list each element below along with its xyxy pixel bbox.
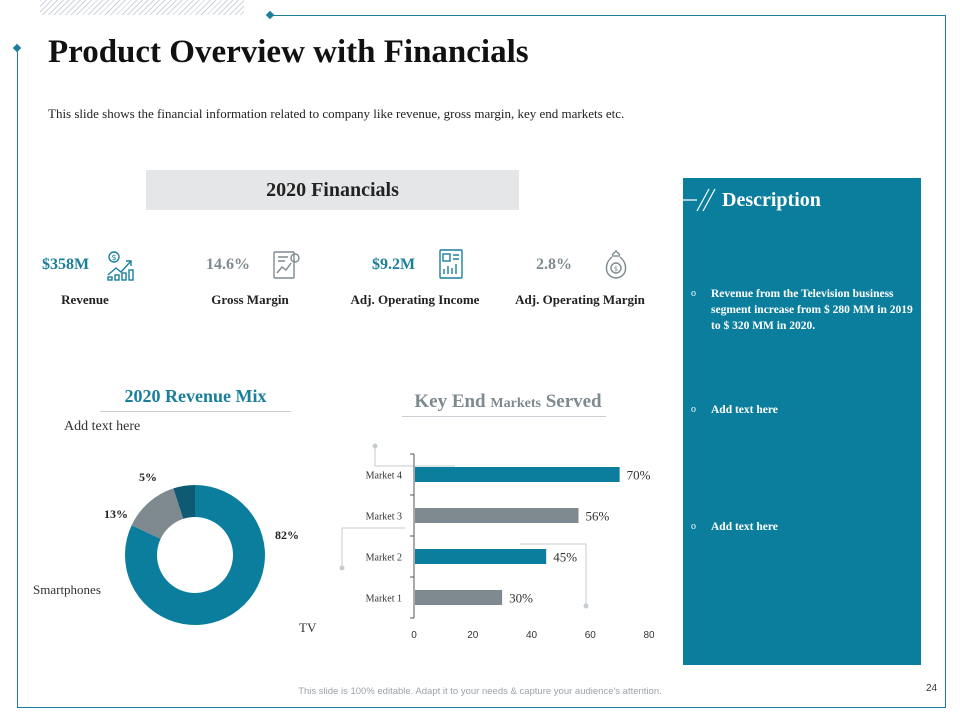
kpi-operating-margin-value: 2.8%: [536, 256, 572, 273]
kpi-gross-margin-value: 14.6%: [206, 256, 250, 273]
frame-diamond-left: [12, 43, 22, 53]
connector-dot-2: [339, 565, 345, 571]
svg-text:$: $: [614, 265, 618, 273]
bar-market-3: [415, 508, 579, 523]
bar-data-label: 56%: [586, 509, 610, 524]
kpi-operating-income-label: Adj. Operating Income: [350, 292, 480, 307]
frame-line-left: [17, 48, 18, 708]
key-markets-title-part1: Key End: [414, 391, 486, 412]
frame-line-right: [945, 15, 946, 707]
revenue-mix-underline: [100, 411, 291, 412]
bar-category-label: Market 4: [366, 471, 402, 482]
kpi-operating-income-value: $9.2M: [372, 256, 416, 273]
donut-label-other: 5%: [139, 470, 157, 484]
bar-market-4: [415, 467, 620, 482]
page-number: 24: [926, 683, 938, 694]
kpi-operating-margin-label: Adj. Operating Margin: [515, 292, 645, 307]
category-label-tv: TV: [299, 620, 317, 635]
bullet-icon: o: [691, 521, 696, 532]
bar-category-label: Market 1: [366, 594, 402, 605]
donut-label-smartphones: 13%: [104, 507, 128, 521]
financials-heading: 2020 Financials: [146, 170, 519, 210]
report-chart-icon: [273, 251, 300, 279]
key-markets-title-part3: Served: [545, 391, 602, 412]
bar-data-label: 45%: [553, 550, 577, 565]
connector-dot-3: [583, 603, 589, 609]
key-markets-bar-chart: Market 4 70% Market 3 56% Market 2 45% Market …: [339, 443, 655, 641]
bar-market-1: [415, 590, 503, 605]
bar-data-label: 70%: [627, 468, 651, 483]
description-item-1-text: Revenue from the Television business seg…: [711, 288, 913, 332]
bullet-icon: o: [691, 404, 696, 415]
donut-slice-other: [173, 485, 195, 519]
key-markets-underline: [402, 416, 606, 417]
donut-label-tv: 82%: [275, 528, 299, 542]
footer-note: This slide is 100% editable. Adapt it to…: [298, 686, 662, 697]
bar-x-tick-label: 60: [585, 630, 597, 641]
description-item-2: o Add text here: [691, 402, 913, 418]
description-item-1: o Revenue from the Television business s…: [691, 286, 913, 334]
description-panel: [683, 178, 921, 665]
frame-line-top: [270, 15, 946, 16]
connector-line-1: [374, 446, 455, 467]
frame-line-bottom: [17, 707, 946, 708]
connector-line-2: [341, 527, 405, 568]
revenue-mix-title: 2020 Revenue Mix: [124, 386, 267, 406]
decorative-connectors: [339, 443, 589, 609]
description-item-3-text: Add text here: [711, 521, 778, 533]
revenue-mix-donut-chart: [125, 485, 265, 625]
kpi-revenue-label: Revenue: [61, 292, 109, 307]
connector-dot-1: [372, 443, 378, 449]
bar-x-tick-label: 0: [411, 630, 417, 641]
slash-mark-icon: [683, 188, 716, 212]
bar-category-label: Market 2: [366, 553, 402, 564]
bar-x-tick-label: 40: [526, 630, 538, 641]
donut-slice-smartphones: [131, 488, 184, 539]
bar-category-label: Market 3: [366, 512, 402, 523]
revenue-mix-add-text: Add text here: [64, 419, 141, 434]
kpi-gross-margin-label: Gross Margin: [211, 292, 289, 307]
money-bag-icon: $: [605, 250, 627, 279]
invoice-chart-icon: [439, 249, 463, 279]
financials-heading-text: 2020 Financials: [266, 178, 399, 201]
decorative-hatch: [40, 0, 244, 15]
category-label-smartphones: Smartphones: [33, 582, 101, 597]
kpi-revenue-value: $358M: [42, 256, 90, 273]
bar-data-label: 30%: [509, 591, 533, 606]
revenue-growth-icon: $: [107, 251, 134, 281]
svg-text:$: $: [111, 253, 116, 262]
bullet-icon: o: [691, 288, 696, 299]
donut-slice-tv: [125, 485, 265, 625]
page-title: Product Overview with Financials: [48, 34, 529, 70]
page-subtitle: This slide shows the financial informati…: [48, 106, 625, 121]
frame-diamond-top: [265, 10, 275, 20]
description-item-3: o Add text here: [691, 519, 913, 535]
bar-x-tick-label: 80: [643, 630, 655, 641]
connector-line-3: [520, 543, 587, 606]
key-markets-title-part2: Markets: [490, 396, 541, 411]
bar-market-2: [415, 549, 547, 564]
description-item-2-text: Add text here: [711, 404, 778, 416]
bar-x-tick-label: 20: [467, 630, 479, 641]
description-title: Description: [722, 189, 821, 211]
key-markets-title: Key End Markets Served: [398, 391, 618, 413]
